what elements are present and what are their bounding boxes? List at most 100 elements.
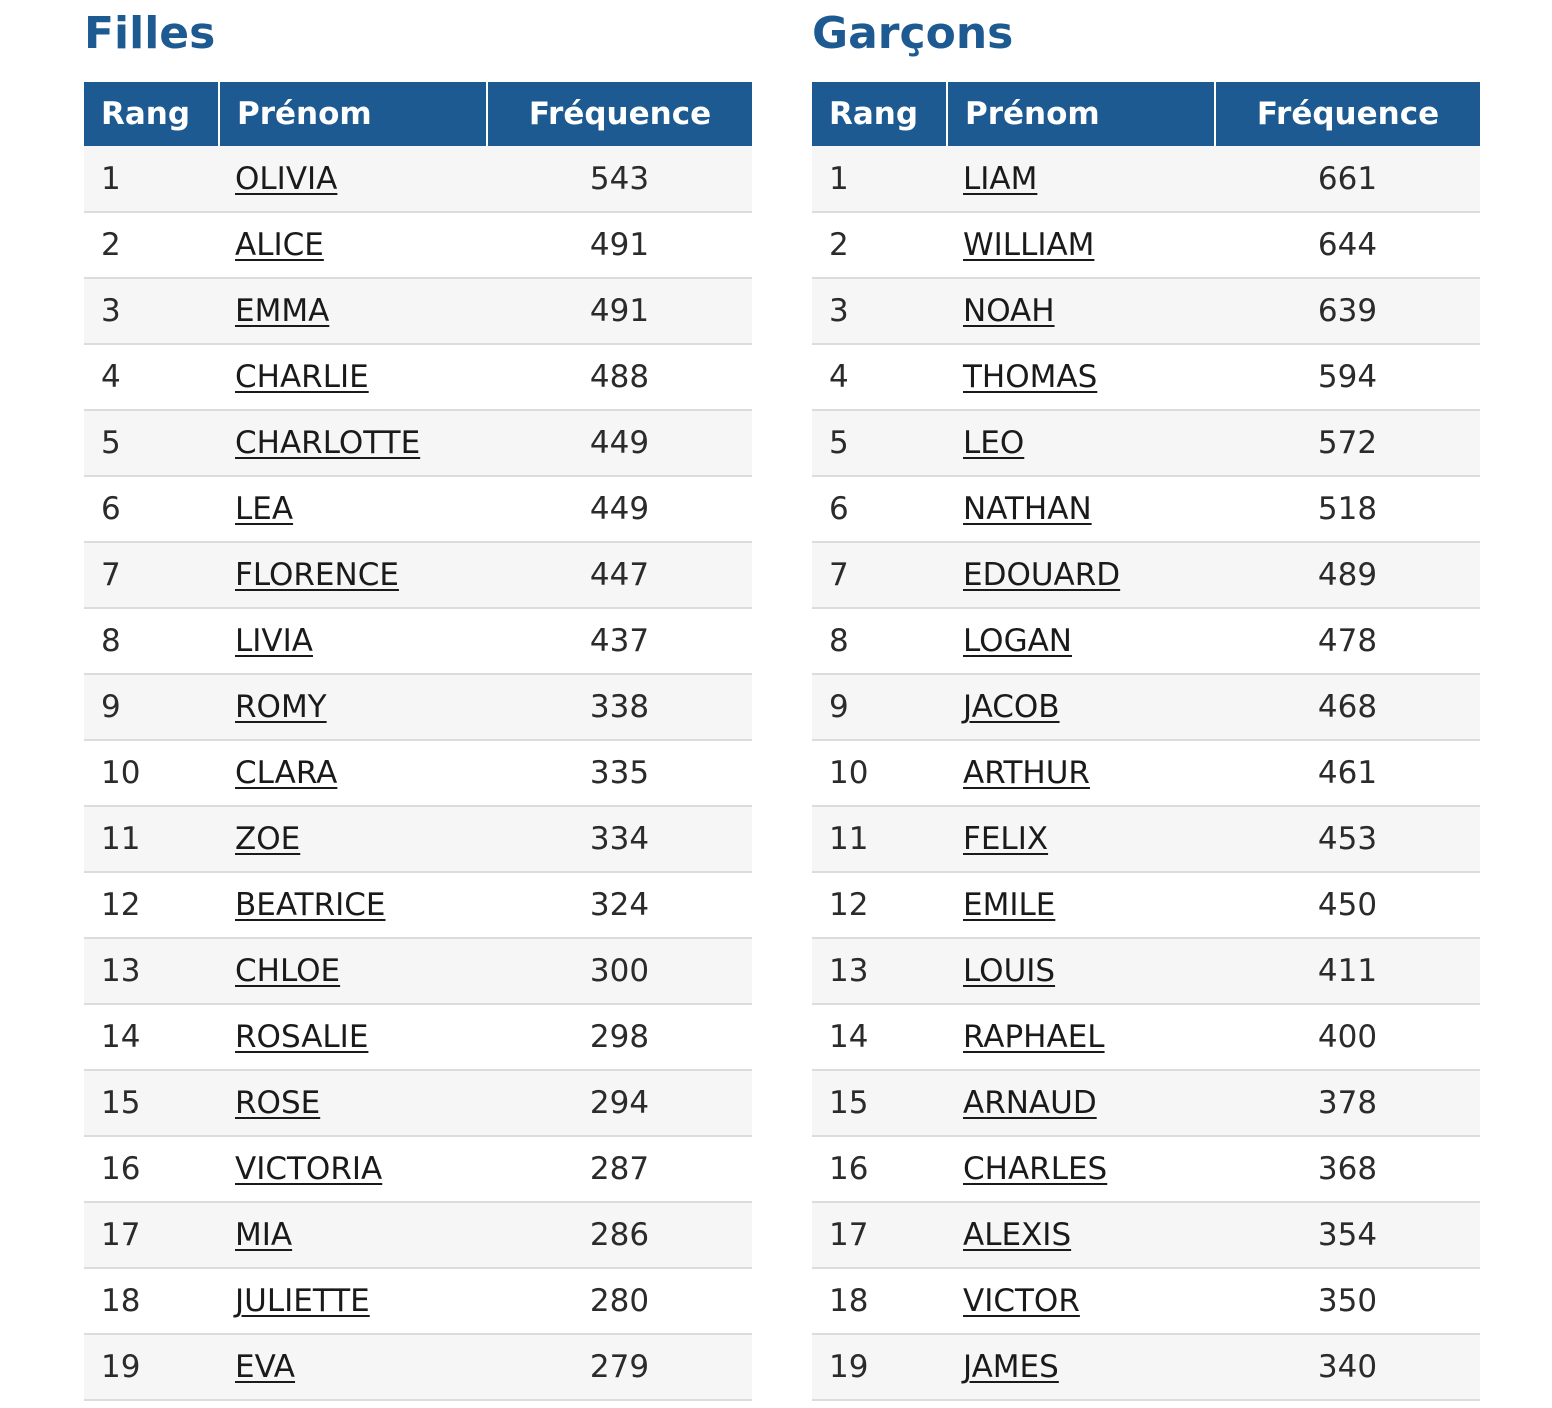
rank-cell: 2 xyxy=(812,212,947,279)
name-link[interactable]: ROMY xyxy=(235,689,327,725)
name-cell: WILLIAM xyxy=(947,212,1215,279)
frequency-cell: 324 xyxy=(487,872,752,939)
name-link[interactable]: JACOB xyxy=(963,689,1060,725)
name-cell: CHARLIE xyxy=(219,344,487,411)
name-link[interactable]: LIVIA xyxy=(235,623,313,659)
rank-cell: 6 xyxy=(84,476,219,543)
name-link[interactable]: NOAH xyxy=(963,293,1055,329)
rank-cell: 16 xyxy=(812,1136,947,1203)
name-cell: FELIX xyxy=(947,806,1215,873)
name-link[interactable]: EVA xyxy=(235,1349,296,1385)
rank-cell: 12 xyxy=(84,872,219,939)
table-row: 15 ARNAUD 378 xyxy=(812,1070,1480,1137)
table-row: 19 EVA 279 xyxy=(84,1334,752,1401)
name-link[interactable]: CHARLOTTE xyxy=(235,425,421,461)
frequency-cell: 300 xyxy=(487,938,752,1005)
table-row: 17 ALEXIS 354 xyxy=(812,1202,1480,1269)
table-row: 10 ARTHUR 461 xyxy=(812,740,1480,807)
name-cell: LOUIS xyxy=(947,938,1215,1005)
table-row: 8 LOGAN 478 xyxy=(812,608,1480,675)
frequency-cell: 491 xyxy=(487,212,752,279)
name-cell: VICTORIA xyxy=(219,1136,487,1203)
frequency-cell: 488 xyxy=(487,344,752,411)
name-link[interactable]: THOMAS xyxy=(963,359,1098,395)
table-row: 12 EMILE 450 xyxy=(812,872,1480,939)
table-row: 15 ROSE 294 xyxy=(84,1070,752,1137)
name-link[interactable]: ALICE xyxy=(235,227,324,263)
name-link[interactable]: VICTOR xyxy=(963,1283,1080,1319)
name-cell: THOMAS xyxy=(947,344,1215,411)
frequency-cell: 661 xyxy=(1215,146,1480,213)
name-cell: ALEXIS xyxy=(947,1202,1215,1269)
name-link[interactable]: LOUIS xyxy=(963,953,1056,989)
name-cell: RAPHAEL xyxy=(947,1004,1215,1071)
frequency-cell: 644 xyxy=(1215,212,1480,279)
name-link[interactable]: LEA xyxy=(235,491,294,527)
table-row: 16 CHARLES 368 xyxy=(812,1136,1480,1203)
name-link[interactable]: LOGAN xyxy=(963,623,1072,659)
name-link[interactable]: NATHAN xyxy=(963,491,1092,527)
name-link[interactable]: CHARLES xyxy=(963,1151,1108,1187)
table-row: 9 JACOB 468 xyxy=(812,674,1480,741)
name-cell: EDOUARD xyxy=(947,542,1215,609)
table-row: 13 CHLOE 300 xyxy=(84,938,752,1005)
name-link[interactable]: ARTHUR xyxy=(963,755,1090,791)
name-cell: NATHAN xyxy=(947,476,1215,543)
name-cell: FLORENCE xyxy=(219,542,487,609)
name-link[interactable]: EMILE xyxy=(963,887,1056,923)
name-link[interactable]: MIA xyxy=(235,1217,293,1253)
name-link[interactable]: CHLOE xyxy=(235,953,341,989)
name-link[interactable]: FELIX xyxy=(963,821,1049,857)
column-header-name: Prénom xyxy=(218,82,487,146)
rank-cell: 9 xyxy=(812,674,947,741)
name-link[interactable]: EMMA xyxy=(235,293,330,329)
name-cell: LOGAN xyxy=(947,608,1215,675)
table-row: 18 JULIETTE 280 xyxy=(84,1268,752,1335)
rank-cell: 13 xyxy=(812,938,947,1005)
table-row: 3 EMMA 491 xyxy=(84,278,752,345)
name-link[interactable]: CLARA xyxy=(235,755,338,791)
table-row: 2 WILLIAM 644 xyxy=(812,212,1480,279)
name-link[interactable]: VICTORIA xyxy=(235,1151,383,1187)
name-link[interactable]: RAPHAEL xyxy=(963,1019,1105,1055)
name-cell: EMMA xyxy=(219,278,487,345)
name-cell: EMILE xyxy=(947,872,1215,939)
girls-table: Rang Prénom Fréquence 1 OLIVIA 543 2 ALICE 49… xyxy=(84,82,752,1401)
name-link[interactable]: BEATRICE xyxy=(235,887,386,923)
name-link[interactable]: ARNAUD xyxy=(963,1085,1097,1121)
column-header-rank: Rang xyxy=(84,82,219,146)
rank-cell: 3 xyxy=(812,278,947,345)
name-link[interactable]: ROSE xyxy=(235,1085,321,1121)
name-link[interactable]: JAMES xyxy=(963,1349,1059,1385)
name-cell: CHLOE xyxy=(219,938,487,1005)
name-link[interactable]: LIAM xyxy=(963,160,1038,197)
name-link[interactable]: WILLIAM xyxy=(963,227,1095,263)
name-link[interactable]: OLIVIA xyxy=(235,160,338,197)
rank-cell: 10 xyxy=(812,740,947,807)
name-link[interactable]: EDOUARD xyxy=(963,557,1121,593)
rank-cell: 18 xyxy=(812,1268,947,1335)
name-link[interactable]: FLORENCE xyxy=(235,557,399,593)
name-link[interactable]: CHARLIE xyxy=(235,359,369,395)
frequency-cell: 543 xyxy=(487,146,752,213)
table-row: 7 EDOUARD 489 xyxy=(812,542,1480,609)
name-cell: JULIETTE xyxy=(219,1268,487,1335)
name-cell: NOAH xyxy=(947,278,1215,345)
frequency-cell: 447 xyxy=(487,542,752,609)
name-cell: JACOB xyxy=(947,674,1215,741)
name-link[interactable]: ROSALIE xyxy=(235,1019,369,1055)
table-row: 5 LEO 572 xyxy=(812,410,1480,477)
table-row: 4 THOMAS 594 xyxy=(812,344,1480,411)
name-cell: CHARLES xyxy=(947,1136,1215,1203)
girls-title: Filles xyxy=(84,8,216,59)
table-row: 10 CLARA 335 xyxy=(84,740,752,807)
rank-cell: 6 xyxy=(812,476,947,543)
name-link[interactable]: ALEXIS xyxy=(963,1217,1072,1253)
name-link[interactable]: ZOE xyxy=(235,821,301,857)
table-row: 6 NATHAN 518 xyxy=(812,476,1480,543)
name-link[interactable]: JULIETTE xyxy=(235,1283,370,1319)
name-link[interactable]: LEO xyxy=(963,425,1025,461)
rank-cell: 3 xyxy=(84,278,219,345)
frequency-cell: 450 xyxy=(1215,872,1480,939)
column-header-frequency: Fréquence xyxy=(1214,82,1480,146)
